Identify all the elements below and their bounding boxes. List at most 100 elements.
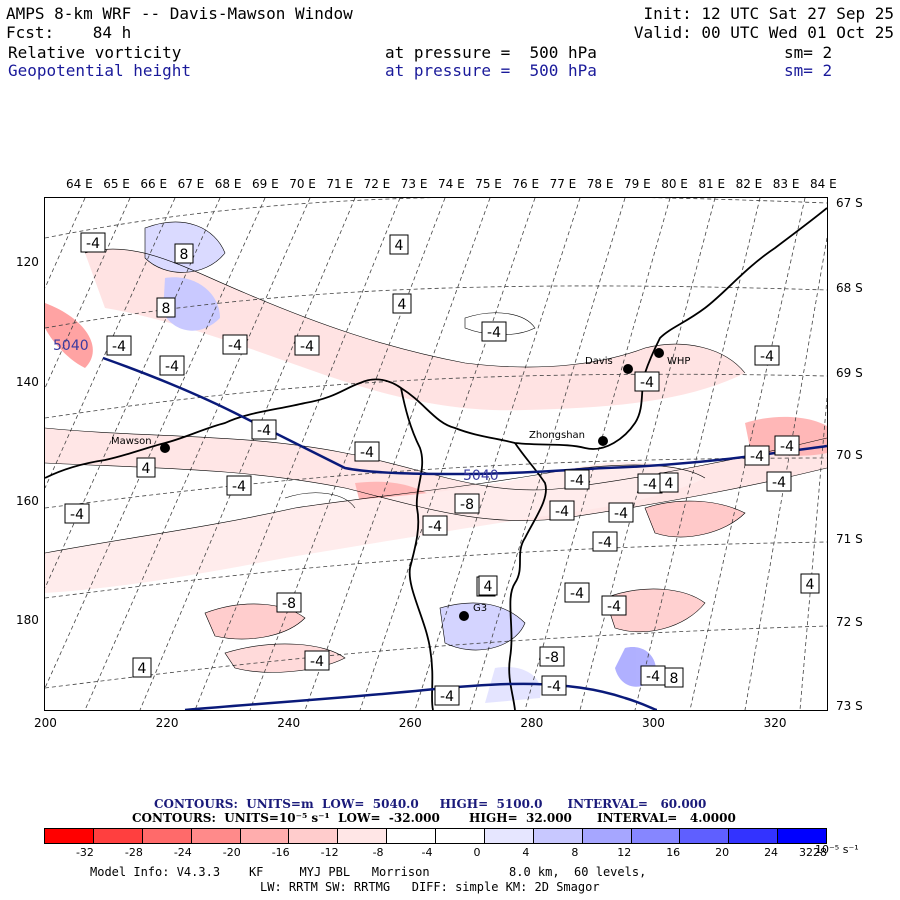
field2-smoothing: sm= 2	[784, 61, 833, 80]
station-zhongshan-label: Zhongshan	[529, 430, 585, 441]
svg-text:4: 4	[142, 461, 151, 477]
contours-height-line: CONTOURS: UNITS=m LOW= 5040.0 HIGH= 5100…	[154, 797, 707, 811]
colorbar-label: 24	[764, 846, 779, 859]
lon-label: 74 E	[438, 177, 465, 191]
field2-name: Geopotential height	[8, 61, 192, 80]
svg-text:-4: -4	[614, 506, 628, 522]
colorbar-label: 8	[571, 846, 579, 859]
lat-label: 72 S	[836, 615, 863, 629]
model-info-line-1: Model Info: V4.3.3 KF MYJ PBL Morrison 8…	[90, 865, 647, 879]
svg-text:-4: -4	[570, 473, 584, 489]
station-davis-label: Davis	[585, 356, 613, 367]
field1-smoothing: sm= 2	[784, 43, 833, 62]
colorbar-label: 20	[715, 846, 730, 859]
svg-text:-4: -4	[300, 339, 314, 355]
lat-label: 71 S	[836, 532, 863, 546]
svg-text:4: 4	[138, 661, 147, 677]
grid-x-label: 260	[398, 716, 422, 730]
station-whp-marker	[654, 348, 664, 358]
grid-y-label: 140	[16, 375, 39, 389]
lon-label: 73 E	[400, 177, 428, 191]
vorticity-value-label: -4	[564, 582, 590, 603]
vorticity-value-label: -4	[754, 345, 780, 366]
field2-level: at pressure = 500 hPa	[385, 61, 597, 80]
colorbar-swatch	[436, 829, 485, 843]
lat-label: 68 S	[836, 281, 863, 295]
colorbar-label: -12	[320, 846, 339, 859]
vorticity-value-label: -4	[766, 471, 792, 492]
svg-text:-4: -4	[646, 669, 660, 685]
lon-label: 77 E	[549, 177, 577, 191]
colorbar-label: 0	[473, 846, 481, 859]
svg-text:-4: -4	[112, 339, 126, 355]
svg-text:-4: -4	[70, 507, 84, 523]
colorbar-swatch	[631, 829, 681, 843]
vorticity-value-label: -4	[106, 335, 132, 356]
svg-text:-4: -4	[165, 359, 179, 375]
vorticity-value-label: -4	[634, 371, 660, 392]
vorticity-value-label: 8	[174, 243, 194, 264]
contours-vorticity-line: CONTOURS: UNITS=10⁻⁵ s⁻¹ LOW= -32.000 HI…	[132, 811, 736, 825]
grid-x-label: 280	[520, 716, 544, 730]
grid-y-label: 120	[16, 255, 39, 269]
height-label-2: 5040	[463, 468, 499, 484]
svg-text:-4: -4	[310, 654, 324, 670]
svg-text:-4: -4	[640, 375, 654, 391]
vorticity-value-label: 4	[136, 457, 156, 478]
svg-text:-4: -4	[428, 519, 442, 535]
svg-text:-4: -4	[257, 423, 271, 439]
colorbar-label: -28	[124, 846, 143, 859]
lon-label: 79 E	[624, 177, 651, 191]
svg-text:-4: -4	[440, 689, 454, 705]
lon-label: 82 E	[735, 177, 763, 191]
svg-text:-4: -4	[487, 325, 501, 341]
vorticity-value-label: -4	[304, 650, 330, 671]
lat-label: 69 S	[836, 366, 863, 380]
vorticity-value-label: -4	[549, 500, 575, 521]
svg-text:-8: -8	[460, 497, 474, 513]
colorbar-swatch	[582, 829, 632, 843]
lon-label: 64 E	[66, 177, 93, 191]
svg-text:-8: -8	[282, 596, 296, 612]
lon-label: 72 E	[363, 177, 391, 191]
vorticity-value-label: -4	[251, 419, 277, 440]
station-zhongshan-marker	[598, 436, 608, 446]
lon-label: 66 E	[140, 177, 168, 191]
map-svg: 5040 5040 Davis WHP Mawson Zhongshan G3 …	[45, 198, 827, 710]
colorbar-label: -16	[271, 846, 290, 859]
lon-label: 76 E	[512, 177, 540, 191]
svg-text:-4: -4	[570, 586, 584, 602]
vorticity-value-label: -4	[294, 335, 320, 356]
vorticity-value-label: -4	[640, 665, 666, 686]
svg-text:-8: -8	[545, 650, 559, 666]
svg-text:4: 4	[806, 577, 815, 593]
vorticity-value-label: 4	[389, 234, 409, 255]
svg-text:-4: -4	[760, 349, 774, 365]
field1-level: at pressure = 500 hPa	[385, 43, 597, 62]
coastline	[45, 207, 827, 710]
grid-x-label: 220	[155, 716, 179, 730]
vorticity-value-label: -4	[637, 473, 663, 494]
colorbar-label: 4	[522, 846, 530, 859]
colorbar-swatch	[387, 829, 436, 843]
init-time: Init: 12 UTC Sat 27 Sep 25	[643, 4, 894, 23]
svg-text:8: 8	[162, 301, 171, 317]
vorticity-value-label: 4	[392, 293, 412, 314]
vorticity-value-label: -8	[539, 646, 565, 667]
lon-label: 83 E	[772, 177, 800, 191]
svg-text:-4: -4	[555, 504, 569, 520]
colorbar-swatch	[533, 829, 583, 843]
vorticity-value-label: -4	[159, 355, 185, 376]
svg-text:-4: -4	[780, 439, 794, 455]
svg-text:4: 4	[395, 238, 404, 254]
grid-x-label: 300	[642, 716, 665, 730]
vorticity-value-label: 4	[478, 575, 498, 596]
title: AMPS 8-km WRF -- Davis-Mawson Window	[6, 4, 353, 23]
vorticity-value-label: 8	[156, 297, 176, 318]
vorticity-value-label: 8	[664, 667, 684, 688]
height-label-1: 5040	[53, 338, 89, 354]
vorticity-value-label: -4	[354, 441, 380, 462]
colorbar-label: -32	[75, 846, 94, 859]
svg-text:-4: -4	[607, 599, 621, 615]
vorticity-value-label: -4	[64, 503, 90, 524]
